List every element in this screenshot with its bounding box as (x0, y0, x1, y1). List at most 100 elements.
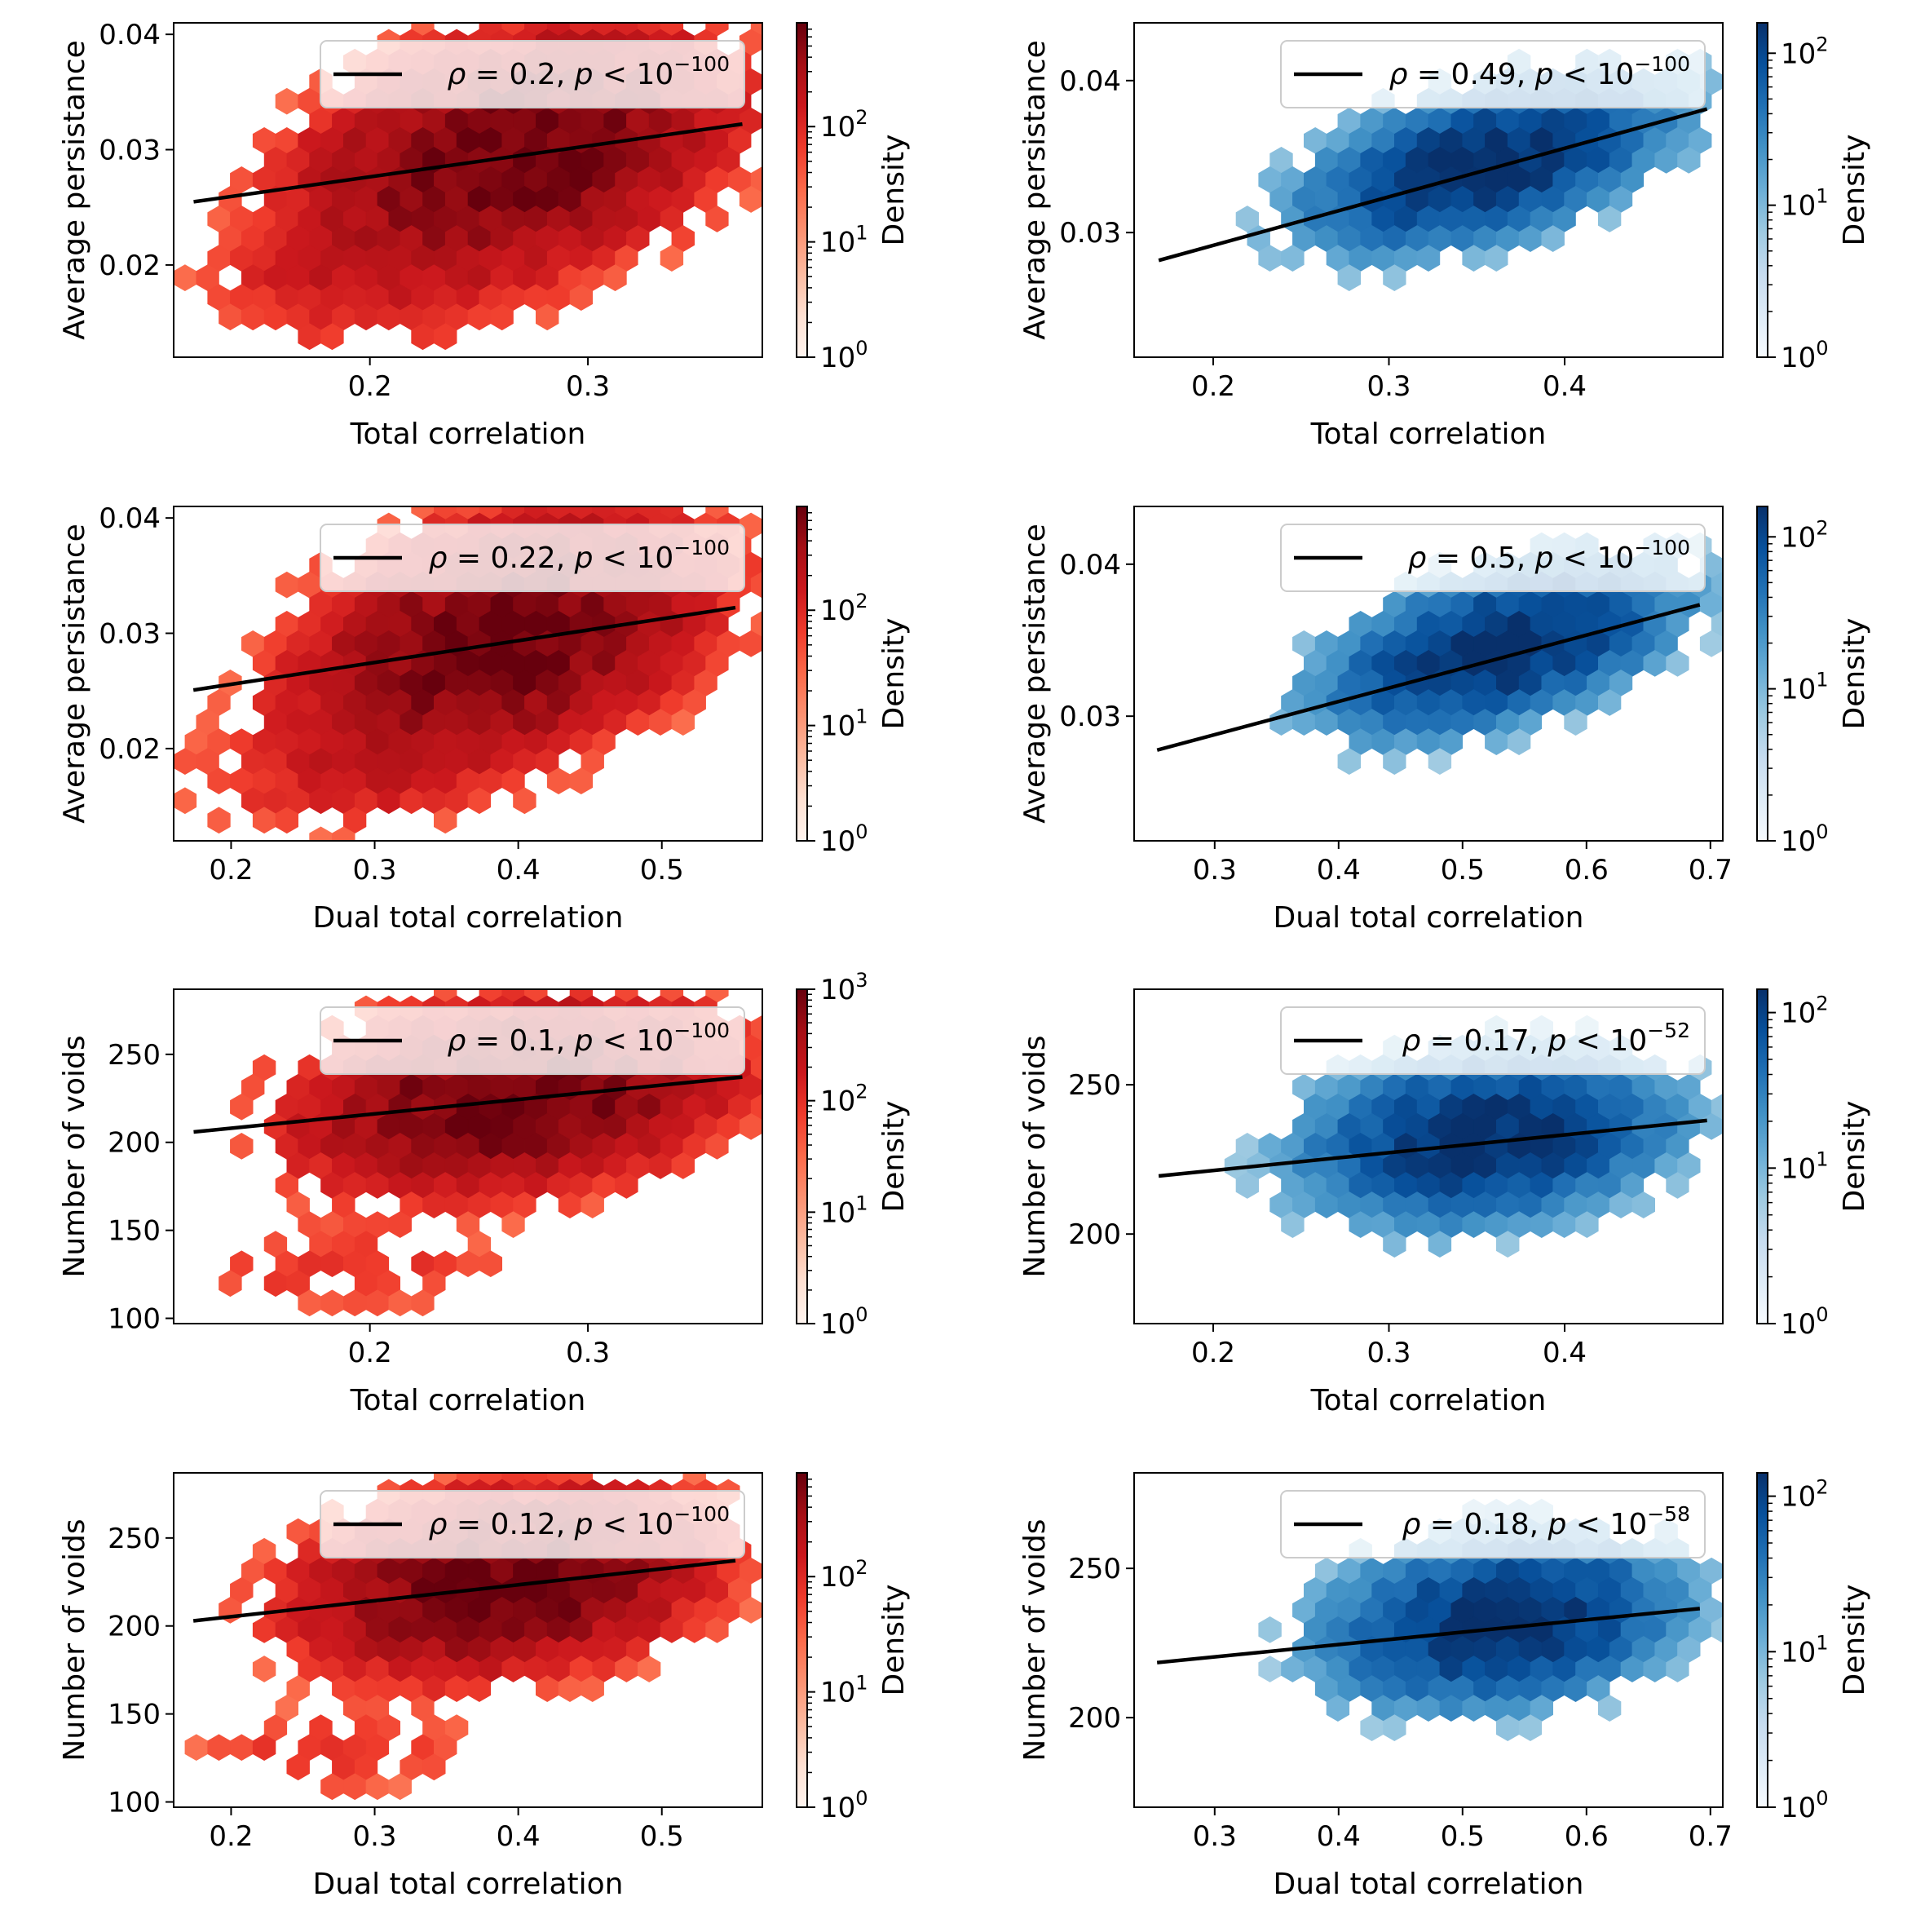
legend-sep: , (1530, 1508, 1548, 1541)
x-tick-label: 0.4 (1317, 1820, 1361, 1853)
hexbin-cell-291 (603, 264, 627, 292)
y-tick-label: 250 (1068, 1069, 1121, 1102)
colorbar-tick-exponent: 0 (855, 1303, 868, 1326)
hexbin-cell-252 (411, 1289, 435, 1317)
y-tick-label: 200 (1068, 1218, 1121, 1251)
y-axis-label: Average persistance (58, 40, 91, 340)
hexbin-cells (174, 454, 762, 841)
colorbar-tick-exponent: 2 (1816, 516, 1828, 539)
hexbin-cell-204 (637, 1656, 661, 1682)
hexbin-cell-240 (479, 1250, 503, 1278)
legend: ρ = 0.5, p < 10−100 (1280, 524, 1706, 592)
hexbin-cell-82 (1722, 1603, 1723, 1617)
legend-p-exponent: −100 (1634, 52, 1690, 76)
legend-p-base: 10 (637, 1024, 674, 1058)
hexbin-cell-0 (570, 454, 593, 480)
hexbin-cell-166 (1518, 1714, 1543, 1742)
colorbar-gradient (796, 22, 808, 358)
hexbin-cell-324 (320, 323, 344, 351)
hexbin-cell-291 (569, 767, 594, 795)
hexbin-cell-77 (275, 87, 299, 115)
hexbin-cell-229 (252, 1734, 276, 1762)
colorbar-label: Density (877, 1101, 911, 1213)
x-axis-label: Dual total correlation (313, 1868, 624, 1901)
hexbin-cell-153 (1326, 1695, 1350, 1722)
colorbar-tick-label: 101 (1781, 1147, 1829, 1185)
colorbar-tick-label: 100 (1781, 1303, 1829, 1341)
axes-frame (173, 988, 763, 1324)
x-tick-label: 0.2 (209, 1820, 253, 1853)
y-tick-label: 200 (108, 1127, 161, 1160)
colorbar-tick-label: 102 (1781, 33, 1829, 70)
x-tick-label: 0.5 (1441, 854, 1485, 886)
y-tick-label: 100 (108, 1303, 161, 1336)
regression-line (1158, 1118, 1707, 1178)
axes-frame (1133, 506, 1724, 842)
legend-lt: < (1553, 58, 1596, 91)
colorbar-tick-exponent: 0 (1816, 1787, 1828, 1810)
legend-sep: , (1517, 58, 1535, 91)
legend-label: ρ = 0.18, p < 10−58 (1402, 1502, 1690, 1541)
hexbin-cell-148 (1507, 728, 1531, 755)
colorbar-tick-base: 10 (820, 974, 855, 1006)
hexbin-cell-55 (774, 49, 797, 75)
hexbin-cell-321 (490, 303, 514, 331)
legend-p-exponent: −100 (673, 52, 730, 76)
legend-lt: < (593, 1024, 636, 1058)
x-tick-label: 0.2 (348, 370, 392, 403)
y-axis-label: Average persistance (58, 524, 91, 824)
legend-label: ρ = 0.22, p < 10−100 (429, 536, 730, 575)
legend-lt: < (1566, 1508, 1609, 1541)
hexbin-cell-126 (1235, 1172, 1259, 1199)
hexbin-cell-145 (1281, 245, 1305, 272)
colorbar-tick-base: 10 (1781, 997, 1816, 1030)
hexbin-cell-164 (1383, 1714, 1406, 1742)
legend-box (1280, 524, 1706, 592)
colorbar-tick-base: 10 (820, 1561, 855, 1594)
colorbar-tick-base: 10 (820, 1308, 855, 1341)
legend-p-base: 10 (637, 1508, 674, 1541)
x-tick-label: 0.3 (1193, 854, 1237, 886)
legend-sep: , (556, 1508, 575, 1541)
x-tick-label: 0.4 (1543, 370, 1587, 403)
colorbar-tick-label: 101 (820, 1191, 868, 1229)
regression-line (1156, 603, 1701, 752)
hexbin-cell-151 (1428, 748, 1452, 776)
colorbar-tick-exponent: 0 (1816, 337, 1828, 360)
hexbin-cell-175 (1496, 1231, 1520, 1258)
hexbin-cell-244 (388, 1773, 412, 1801)
hexbin-cell-7 (695, 0, 717, 16)
hexbin-cell-132 (774, 1094, 797, 1120)
hexbin-cell-171 (705, 1616, 729, 1643)
hexbin-cell-4 (581, 474, 604, 500)
legend-equals: = (466, 1024, 509, 1058)
legend-sep: , (1530, 1024, 1548, 1058)
hexbin-cell-3 (514, 0, 536, 16)
axes-frame (1133, 1472, 1724, 1808)
legend-lt: < (1553, 542, 1596, 575)
colorbar-tick-base: 10 (1781, 342, 1816, 374)
hexbin-cell-130 (1598, 206, 1622, 232)
colorbar-tick-label: 100 (1781, 820, 1829, 858)
legend: ρ = 0.2, p < 10−100 (320, 40, 745, 108)
colorbar-gradient (1756, 988, 1768, 1324)
legend: ρ = 0.18, p < 10−58 (1280, 1490, 1706, 1558)
legend-p-symbol: p (1534, 58, 1554, 91)
x-axis-label: Dual total correlation (1274, 901, 1584, 935)
legend-lt: < (593, 542, 636, 575)
legend-p-base: 10 (1597, 58, 1635, 91)
regression-line (1158, 107, 1708, 263)
hexbin-cell-174 (1428, 1231, 1452, 1258)
chart-panel-row1-right: 0.2 0.3 0.4 0.03 0.04 Total correlation Averag… (1018, 22, 1871, 451)
colorbar-tick-exponent: 1 (855, 222, 868, 245)
hexbin-cell-93 (750, 571, 762, 599)
hexbin-cell-309 (433, 807, 457, 834)
hexbin-cell-304 (513, 787, 536, 815)
colorbar-label: Density (1838, 1585, 1871, 1696)
legend-box (320, 1006, 745, 1075)
